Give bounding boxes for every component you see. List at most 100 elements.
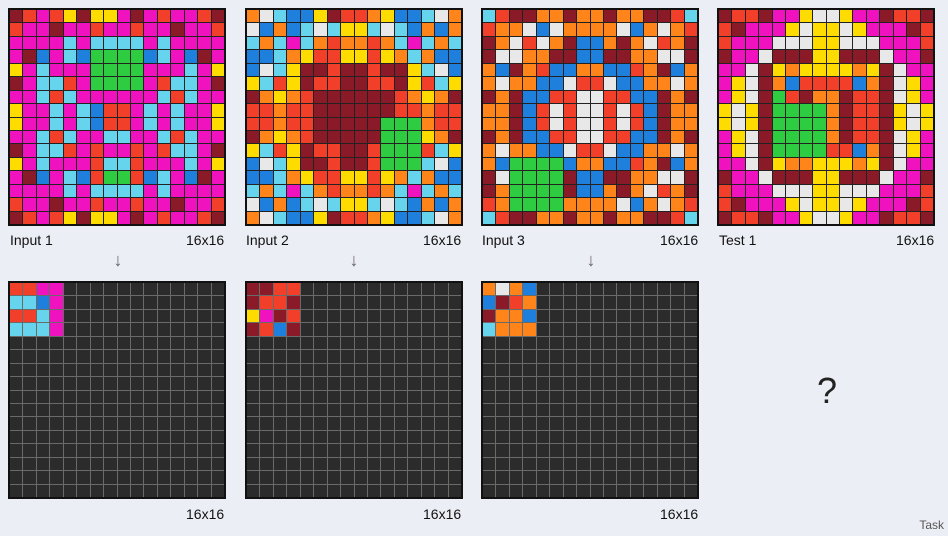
grid-cell <box>247 144 260 157</box>
grid-cell <box>211 323 224 336</box>
grid-cell <box>536 211 550 224</box>
grid-cell <box>287 283 300 296</box>
grid-cell <box>117 10 130 23</box>
grid-cell <box>523 323 536 336</box>
grid-cell <box>563 350 577 363</box>
grid-cell <box>273 63 287 77</box>
grid-cell <box>171 77 184 90</box>
grid-cell <box>394 296 408 309</box>
grid-cell <box>184 171 198 184</box>
grid-cell <box>826 90 839 104</box>
grid-cell <box>314 184 327 198</box>
grid-cell <box>184 323 198 336</box>
grid-cell <box>198 50 211 63</box>
grid-cell <box>314 430 327 444</box>
grid-cell <box>117 363 130 377</box>
grid-cell <box>630 430 644 444</box>
grid-cell <box>603 130 617 144</box>
grid-cell <box>36 471 50 484</box>
grid-cell <box>603 471 617 484</box>
grid-cell <box>536 296 550 309</box>
grid-cell <box>496 444 509 457</box>
grid-cell <box>117 457 130 471</box>
grid-cell <box>36 363 50 377</box>
grid-cell <box>381 377 394 390</box>
grid-cell <box>394 50 408 63</box>
grid-cell <box>745 144 759 157</box>
grid-cell <box>630 157 644 171</box>
grid-cell <box>367 283 381 296</box>
grid-cell <box>630 377 644 390</box>
grid-cell <box>273 117 287 130</box>
grid-cell <box>23 36 36 50</box>
grid-cell <box>907 211 920 224</box>
grid-cell <box>435 50 448 63</box>
grid-cell <box>63 23 77 36</box>
grid-cell <box>745 117 759 130</box>
grid-cell <box>36 63 50 77</box>
grid-cell <box>603 283 617 296</box>
grid-cell <box>184 63 198 77</box>
grid-cell <box>853 36 866 50</box>
grid-cell <box>273 90 287 104</box>
grid-cell <box>813 104 826 117</box>
grid-cell <box>421 90 435 104</box>
grid-cell <box>866 117 880 130</box>
grid-cell <box>603 309 617 323</box>
grid-cell <box>300 211 314 224</box>
grid-cell <box>509 350 523 363</box>
grid-cell <box>287 50 300 63</box>
grid-cell <box>50 144 63 157</box>
grid-cell <box>509 430 523 444</box>
grid-cell <box>104 403 117 417</box>
grid-cell <box>117 104 130 117</box>
grid-cell <box>644 417 657 430</box>
grid-cell <box>671 390 684 403</box>
grid-cell <box>745 104 759 117</box>
grid-cell <box>839 10 853 23</box>
grid-cell <box>523 444 536 457</box>
grid-cell <box>171 130 184 144</box>
grid-cell <box>483 184 496 198</box>
grid-cell <box>130 377 144 390</box>
grid-cell <box>260 198 273 211</box>
grid-cell <box>509 211 523 224</box>
grid-cell <box>327 471 341 484</box>
grid-cell <box>117 430 130 444</box>
grid-cell <box>144 23 157 36</box>
grid-cell <box>157 117 171 130</box>
grid-cell <box>536 63 550 77</box>
grid-cell <box>630 283 644 296</box>
grid-cell <box>684 184 697 198</box>
grid-cell <box>745 171 759 184</box>
grid-cell <box>130 350 144 363</box>
grid-cell <box>300 444 314 457</box>
grid-cell <box>920 90 933 104</box>
grid-cell <box>732 130 745 144</box>
grid-cell <box>772 211 786 224</box>
grid-cell <box>496 77 509 90</box>
grid-cell <box>603 296 617 309</box>
grid-cell <box>630 184 644 198</box>
grid-cell <box>448 50 461 63</box>
grid-cell <box>421 390 435 403</box>
grid-cell <box>630 50 644 63</box>
grid-cell <box>603 10 617 23</box>
grid-cell <box>260 430 273 444</box>
grid-cell <box>907 77 920 90</box>
grid-cell <box>36 50 50 63</box>
grid-cell <box>104 363 117 377</box>
grid-cell <box>157 157 171 171</box>
grid-cell <box>36 130 50 144</box>
grid-cell <box>550 444 563 457</box>
grid-cell <box>684 50 697 63</box>
grid-cell <box>273 323 287 336</box>
grid-cell <box>536 430 550 444</box>
grid-cell <box>381 444 394 457</box>
grid-cell <box>104 171 117 184</box>
grid-cell <box>247 457 260 471</box>
grid-cell <box>144 350 157 363</box>
grid-cell <box>354 390 367 403</box>
grid-cell <box>341 198 354 211</box>
grid-cell <box>577 36 590 50</box>
